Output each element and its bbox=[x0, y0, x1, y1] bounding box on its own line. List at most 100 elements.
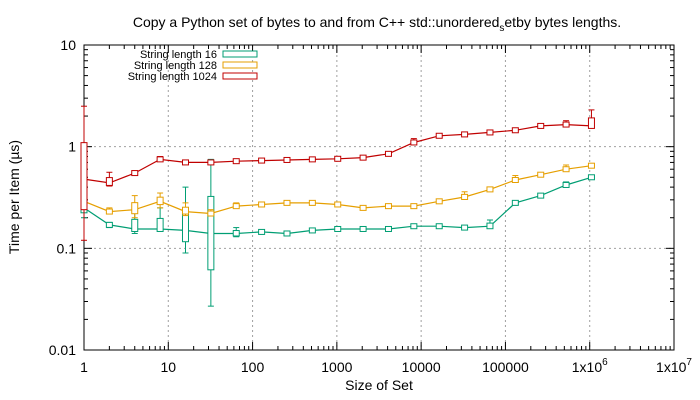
data-point bbox=[258, 228, 266, 235]
data-point bbox=[587, 174, 595, 181]
data-point bbox=[308, 199, 316, 206]
data-point bbox=[461, 131, 469, 138]
data-point bbox=[511, 177, 519, 184]
series-1 bbox=[80, 158, 595, 307]
legend-swatch bbox=[222, 61, 258, 69]
legend-swatch bbox=[222, 50, 258, 58]
x-tick-label: 100 bbox=[241, 359, 265, 375]
y-axis-label: Time per Item (µs) bbox=[6, 140, 22, 254]
data-point bbox=[308, 156, 316, 163]
data-point bbox=[283, 199, 291, 206]
data-point bbox=[537, 192, 545, 199]
series-2 bbox=[80, 162, 595, 219]
data-point bbox=[232, 158, 240, 165]
data-point bbox=[435, 198, 443, 205]
x-tick-label: 10000 bbox=[402, 359, 441, 375]
y-tick-label: 10 bbox=[60, 37, 76, 53]
data-point bbox=[537, 122, 545, 129]
data-point bbox=[156, 156, 164, 163]
data-point bbox=[131, 218, 139, 232]
data-point bbox=[461, 224, 469, 231]
data-point bbox=[258, 157, 266, 164]
series-line bbox=[83, 123, 592, 184]
x-tick-label-text: 1000 bbox=[321, 359, 352, 375]
data-point bbox=[105, 208, 113, 215]
axis-ticks bbox=[83, 44, 675, 351]
y-tick-label: 0.01 bbox=[49, 342, 76, 358]
chart-title-subscript: s bbox=[499, 23, 504, 34]
data-point bbox=[156, 196, 164, 206]
data-point bbox=[105, 177, 113, 186]
data-point bbox=[537, 171, 545, 178]
data-point bbox=[131, 170, 139, 177]
plot-frame bbox=[83, 44, 675, 351]
data-point bbox=[587, 162, 595, 169]
y-tick-label: 1 bbox=[68, 139, 76, 155]
chart-title-end: etby bytes lengths. bbox=[504, 14, 621, 30]
data-point bbox=[232, 230, 240, 237]
chart-title-main: Copy a Python set of bytes to and from C… bbox=[133, 14, 500, 30]
data-point bbox=[283, 230, 291, 237]
x-tick-label-text: 100000 bbox=[482, 359, 529, 375]
data-point bbox=[105, 221, 113, 228]
data-point bbox=[511, 199, 519, 206]
x-tick-label-text: 1x10 bbox=[572, 359, 603, 375]
grid-lines bbox=[84, 45, 674, 350]
legend-label: String length 128 bbox=[134, 60, 217, 72]
x-tick-labels: 1 10 100 1000 10000 100000 1x106 1x107 bbox=[80, 357, 692, 375]
data-point bbox=[156, 217, 164, 232]
x-tick-label-text: 1x10 bbox=[656, 359, 687, 375]
data-point bbox=[181, 159, 189, 166]
x-tick-label-exponent: 7 bbox=[686, 357, 692, 368]
x-axis-label: Size of Set bbox=[345, 377, 413, 393]
data-point bbox=[384, 225, 392, 232]
data-point bbox=[334, 201, 342, 208]
data-point bbox=[486, 186, 494, 193]
data-point bbox=[258, 201, 266, 208]
data-point bbox=[207, 210, 215, 217]
x-tick-label: 1x106 bbox=[572, 357, 608, 375]
x-tick-label-text: 1 bbox=[80, 359, 88, 375]
data-point bbox=[131, 202, 139, 215]
chart-title: Copy a Python set of bytes to and from C… bbox=[133, 14, 621, 34]
x-tick-label: 1000 bbox=[321, 359, 352, 375]
data-point bbox=[283, 156, 291, 163]
x-tick-label: 10 bbox=[160, 359, 176, 375]
data-point bbox=[334, 225, 342, 232]
data-point bbox=[410, 203, 418, 210]
data-point bbox=[486, 222, 494, 230]
legend-label: String length 16 bbox=[140, 49, 217, 61]
x-tick-label: 1x107 bbox=[656, 357, 692, 375]
x-tick-label-text: 10 bbox=[160, 359, 176, 375]
x-tick-label: 1 bbox=[80, 359, 88, 375]
data-point bbox=[359, 154, 367, 161]
data-point bbox=[410, 139, 418, 146]
data-point bbox=[410, 223, 418, 230]
data-point bbox=[461, 193, 469, 200]
data-point bbox=[435, 132, 443, 139]
data-point bbox=[232, 203, 240, 210]
data-point bbox=[181, 206, 189, 215]
legend-swatch bbox=[222, 72, 258, 80]
data-point bbox=[562, 181, 570, 188]
data-point bbox=[384, 203, 392, 210]
x-tick-label-text: 10000 bbox=[402, 359, 441, 375]
data-point bbox=[334, 155, 342, 162]
y-tick-labels: 0.01 0.1 1 10 bbox=[49, 37, 76, 358]
data-point bbox=[80, 142, 88, 211]
data-point bbox=[359, 204, 367, 211]
data-point bbox=[308, 227, 316, 234]
data-point bbox=[562, 121, 570, 128]
legend-label: String length 1024 bbox=[128, 71, 217, 83]
series-3 bbox=[80, 105, 595, 241]
x-tick-label-exponent: 6 bbox=[602, 357, 608, 368]
data-point bbox=[486, 129, 494, 136]
data-point bbox=[207, 195, 215, 271]
y-tick-label: 0.1 bbox=[57, 240, 77, 256]
x-tick-label-text: 100 bbox=[241, 359, 265, 375]
data-point bbox=[359, 225, 367, 232]
x-tick-label: 100000 bbox=[482, 359, 529, 375]
